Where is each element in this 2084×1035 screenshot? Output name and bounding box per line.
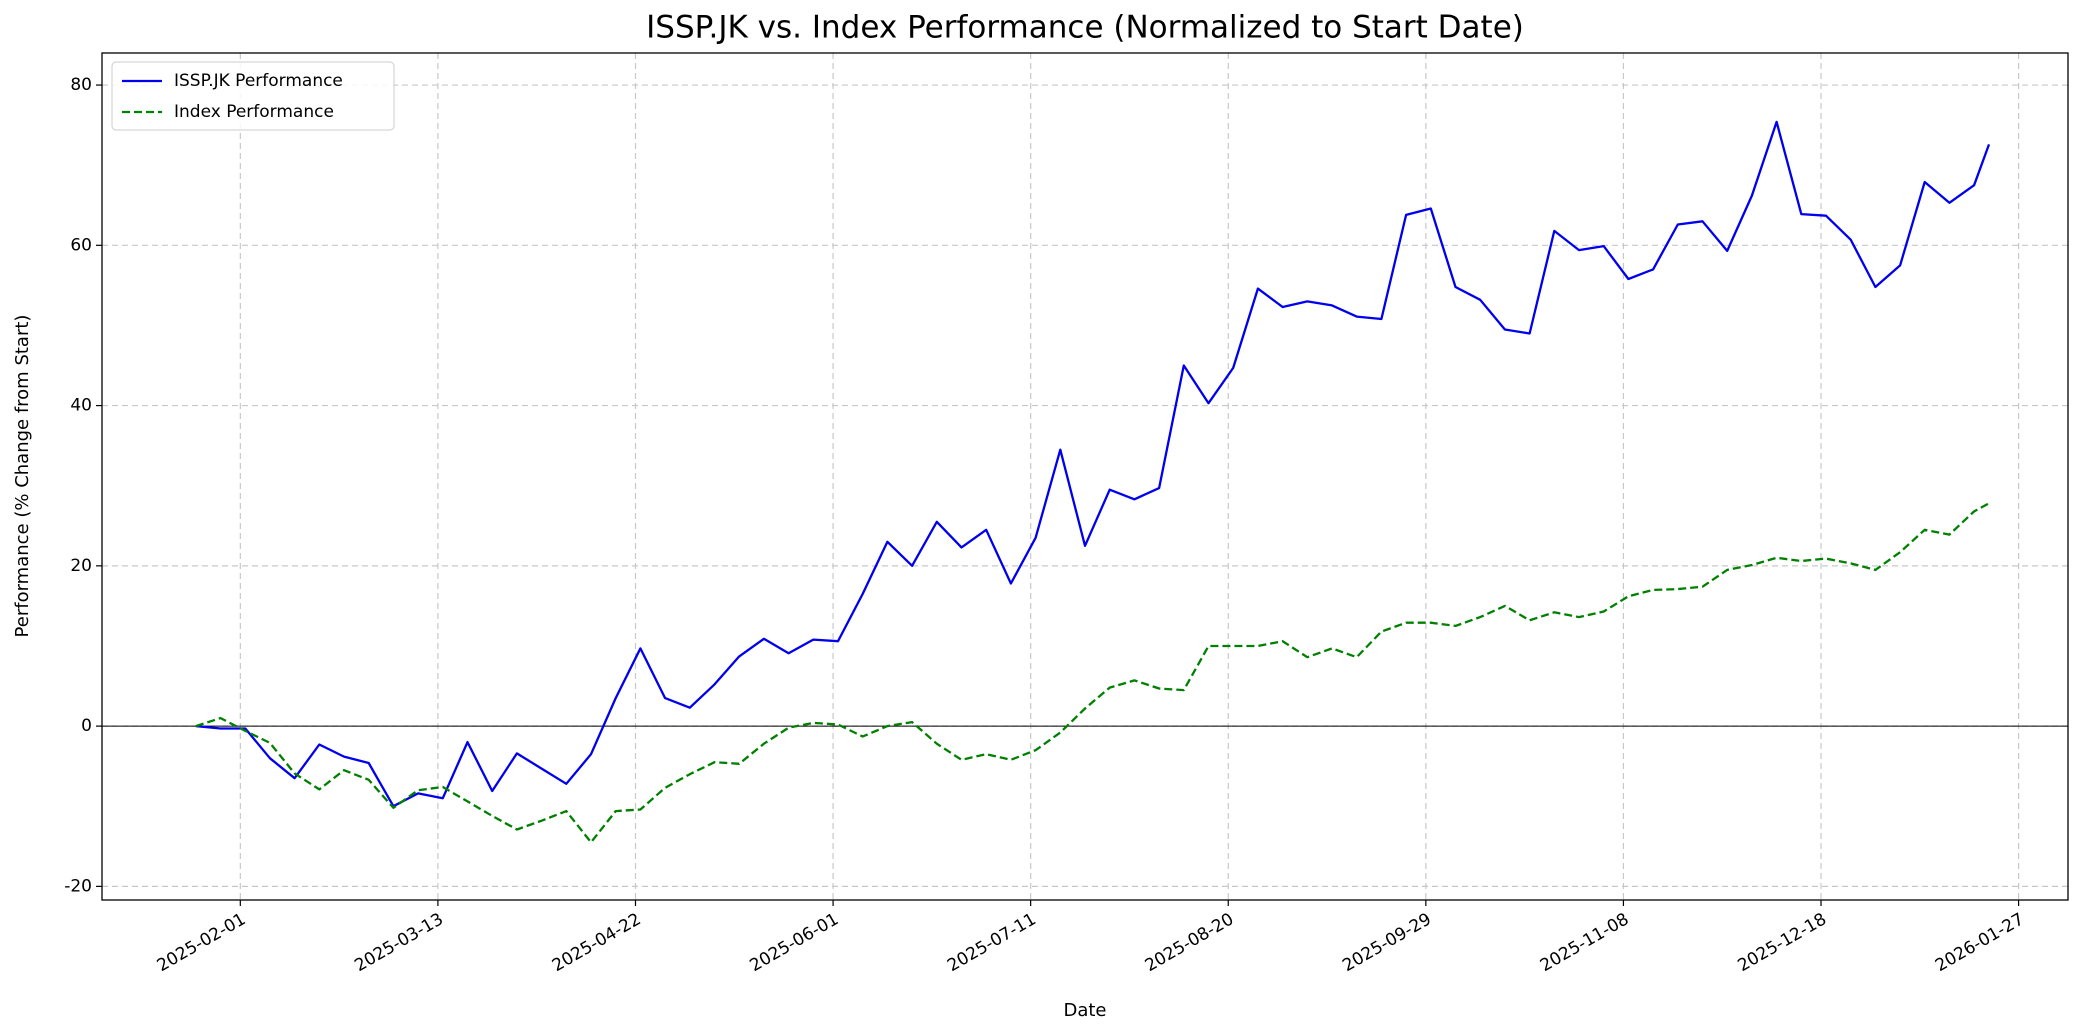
legend-label: Index Performance [174,102,334,122]
x-tick-label: 2025-04-22 [549,909,645,976]
y-tick-label: 40 [70,396,92,416]
chart-title: ISSP.JK vs. Index Performance (Normalize… [646,10,1524,46]
legend-label: ISSP.JK Performance [174,71,343,91]
x-axis-label: Date [1063,1000,1106,1021]
legend: ISSP.JK Performance Index Performance [111,61,395,131]
legend-box [111,61,395,131]
x-tick-label: 2025-09-29 [1339,909,1435,976]
y-tick-label: 60 [70,235,92,255]
x-tick-label: 2025-03-13 [351,909,447,976]
x-tick-label: 2025-08-20 [1142,909,1238,976]
x-tick-label: 2025-02-01 [154,909,250,976]
y-tick-label: 80 [70,75,92,95]
x-tick-label: 2026-01-27 [1932,909,2028,976]
x-tick-label: 2025-07-11 [944,909,1040,976]
series-line [195,502,1990,844]
y-tick-label: -20 [64,876,92,896]
x-tick-label: 2025-12-18 [1734,909,1830,976]
y-axis-label: Performance (% Change from Start) [12,315,33,638]
plot-frame [101,52,2069,901]
y-tick-label: 20 [70,556,92,576]
x-tick-label: 2025-06-01 [747,909,843,976]
x-tick-label: 2025-11-08 [1537,909,1633,976]
y-tick-label: 0 [81,716,92,736]
series-line [195,120,1991,808]
